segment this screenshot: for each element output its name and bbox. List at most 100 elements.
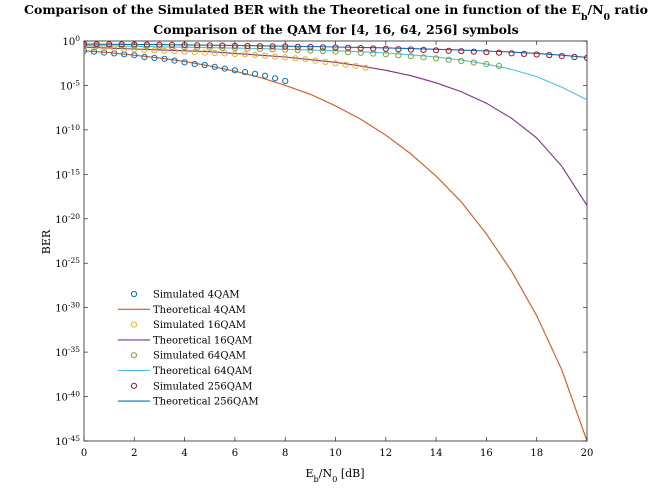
data-point	[312, 57, 319, 64]
y-tick-label: 10-40	[55, 389, 80, 404]
data-point	[251, 70, 259, 78]
data-point	[294, 47, 301, 54]
data-point	[445, 56, 452, 63]
data-point	[362, 64, 369, 71]
data-point	[307, 43, 314, 51]
data-point	[231, 67, 238, 74]
data-point	[143, 41, 150, 48]
data-point	[206, 44, 213, 51]
data-point	[420, 46, 427, 54]
data-point	[211, 49, 218, 57]
data-point	[282, 77, 289, 85]
data-point	[302, 56, 309, 63]
y-tick-label: 10-20	[55, 211, 80, 226]
data-point	[201, 61, 208, 69]
data-point	[292, 55, 299, 62]
data-point	[307, 47, 314, 54]
data-point	[143, 43, 150, 50]
data-point	[269, 46, 276, 53]
data-point	[131, 52, 138, 59]
series-line	[84, 44, 587, 101]
data-point	[156, 41, 163, 48]
axis-ticks: 0 2 4 6 8 10 12 14 16 18 20 100 10-5 10-10 10-15 10-20 1…	[55, 34, 593, 460]
data-point	[495, 62, 503, 70]
data-point	[445, 47, 452, 54]
x-tick-label: 6	[232, 448, 238, 459]
data-point	[262, 52, 269, 59]
plot-axes	[83, 40, 588, 442]
data-point	[322, 58, 329, 66]
chart-title-line2: Comparison of the QAM for [4, 16, 64, 25…	[153, 22, 518, 37]
legend-label: Simulated 16QAM	[153, 320, 246, 331]
data-point	[345, 49, 352, 56]
y-tick-label: 10-5	[60, 78, 80, 93]
data-point	[241, 69, 249, 76]
data-point	[407, 46, 414, 53]
data-point	[395, 46, 402, 53]
data-point	[319, 47, 326, 55]
y-tick-label: 10-15	[55, 167, 80, 182]
legend-label: Theoretical 256QAM	[153, 397, 259, 408]
data-point	[256, 43, 264, 50]
data-point	[272, 75, 279, 82]
data-point	[332, 60, 339, 67]
data-point	[483, 61, 490, 68]
data-point	[221, 65, 228, 72]
data-point	[433, 55, 440, 62]
data-point	[583, 54, 587, 61]
data-point	[420, 54, 427, 61]
data-point	[352, 62, 359, 70]
data-point	[219, 42, 226, 49]
data-point	[156, 43, 163, 50]
data-point	[521, 50, 528, 58]
chart-title-line1: Comparison of the Simulated BER with the…	[24, 2, 648, 23]
x-tick-label: 16	[480, 448, 493, 459]
legend-label: Theoretical 4QAM	[153, 305, 246, 316]
data-point	[282, 54, 289, 61]
data-point	[168, 43, 176, 51]
series-line	[84, 43, 587, 58]
data-point	[231, 45, 238, 52]
x-tick-label: 14	[430, 448, 443, 459]
y-tick-label: 10-45	[55, 434, 80, 449]
data-point	[357, 45, 364, 52]
data-point	[101, 49, 108, 56]
data-point	[181, 48, 188, 55]
data-point	[571, 53, 578, 61]
legend-marker	[130, 321, 138, 328]
legend-label: Theoretical 64QAM	[153, 366, 252, 377]
data-point	[458, 48, 465, 55]
data-point	[332, 48, 339, 55]
data-point	[495, 49, 503, 56]
data-point	[533, 51, 540, 58]
legend-label: Theoretical 16QAM	[153, 335, 252, 346]
data-point	[433, 47, 440, 54]
data-point	[269, 43, 276, 50]
data-point	[151, 54, 158, 62]
series-line	[84, 46, 587, 206]
series-line	[84, 50, 587, 441]
x-tick-label: 12	[379, 448, 392, 459]
data-point	[382, 45, 389, 52]
chart-legend: Simulated 4QAM Theoretical 4QAM Simulated …	[118, 290, 259, 408]
legend-label: Simulated 4QAM	[153, 290, 240, 301]
data-point	[141, 53, 148, 61]
y-axis-label: BER	[40, 229, 53, 254]
data-point	[171, 57, 178, 64]
data-point	[161, 55, 168, 62]
y-tick-label: 10-10	[55, 122, 80, 137]
data-point	[181, 59, 188, 66]
y-tick-label: 10-35	[55, 345, 80, 360]
data-point	[282, 46, 289, 53]
x-tick-label: 2	[131, 448, 137, 459]
data-point	[231, 50, 238, 58]
data-point	[508, 50, 515, 57]
data-point	[91, 48, 98, 55]
data-point	[118, 41, 125, 48]
x-tick-label: 20	[581, 448, 594, 459]
data-point	[201, 49, 208, 56]
data-point	[244, 45, 251, 52]
x-tick-label: 8	[282, 448, 288, 459]
data-point	[106, 41, 113, 48]
data-point	[221, 50, 228, 57]
